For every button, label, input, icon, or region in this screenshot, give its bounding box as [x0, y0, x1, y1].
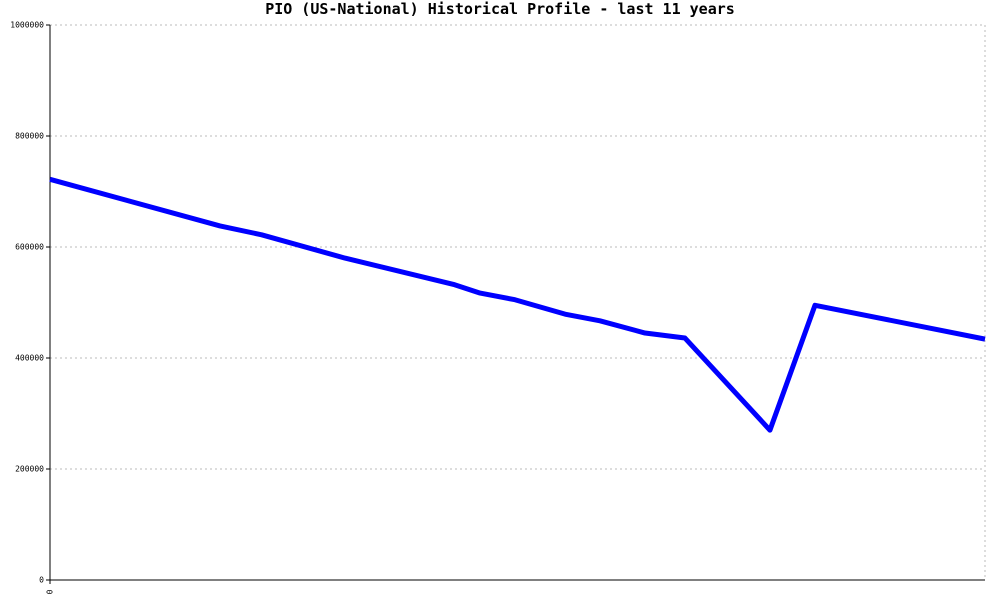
y-tick-label: 600000	[15, 243, 44, 252]
data-line	[49, 176, 986, 433]
y-tick-label: 800000	[15, 132, 44, 141]
y-tick-label: 400000	[15, 354, 44, 363]
y-tick-label: 1000000	[10, 21, 44, 30]
chart-title: PIO (US-National) Historical Profile - l…	[265, 0, 735, 18]
y-tick-label: 200000	[15, 465, 44, 474]
x-tick-label: 0	[46, 589, 55, 594]
y-tick-label: 0	[39, 576, 44, 585]
